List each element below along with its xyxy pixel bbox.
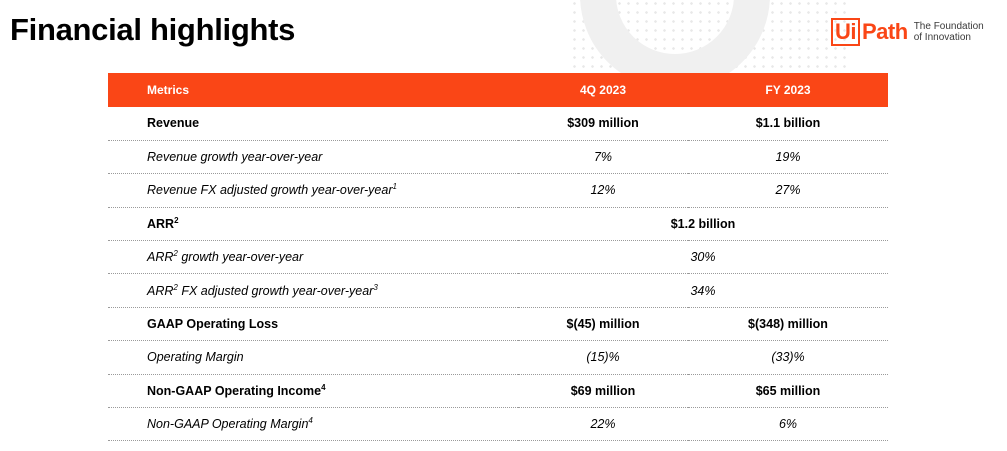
value-fy: $(348) million	[748, 317, 828, 332]
metric-label-text: Revenue	[147, 116, 200, 131]
metric-label-text: FX adjusted growth year-over-year	[177, 283, 374, 298]
metric-label: ARR2 growth year-over-year	[108, 241, 518, 274]
logo-box: Ui	[831, 18, 860, 46]
footnote-marker: 2	[173, 282, 178, 292]
footnote-marker: 2	[174, 215, 179, 225]
value-4q: (15)%	[586, 350, 620, 365]
column-header-4q-2023: 4Q 2023	[579, 83, 627, 97]
metric-label-text: Revenue FX adjusted growth year-over-yea…	[147, 183, 393, 198]
value-fy: 6%	[778, 417, 798, 432]
footnote-marker: 3	[373, 282, 378, 292]
logo-word: Path	[862, 19, 908, 44]
value-4q: 22%	[590, 417, 616, 432]
value-4q: $309 million	[567, 116, 639, 131]
table-header-row: Metrics 4Q 2023 FY 2023	[108, 73, 888, 107]
table-header: Metrics 4Q 2023 FY 2023	[108, 73, 888, 107]
metric-label-prefix: ARR	[147, 283, 174, 298]
value-fy: 27%	[775, 183, 801, 198]
uipath-logo: Ui Path The Foundation of Innovation	[831, 18, 994, 46]
value-fy: $65 million	[755, 383, 821, 398]
metric-label: Revenue growth year-over-year	[108, 140, 518, 173]
footnote-marker: 1	[392, 182, 397, 192]
table-row-gaap-operating-loss: GAAP Operating Loss $(45) million $(348)…	[108, 307, 888, 341]
column-header-fy-2023: FY 2023	[765, 83, 811, 97]
table-body: Revenue $309 million $1.1 billion Revenu…	[108, 107, 888, 441]
value-fy: $1.1 billion	[755, 116, 821, 131]
value-4q: 12%	[590, 183, 616, 198]
metric-label: Revenue	[108, 107, 518, 140]
column-header-metrics: Metrics	[147, 83, 190, 97]
background-decoration	[560, 0, 860, 100]
metric-label-text: Non-GAAP Operating Margin	[147, 417, 309, 432]
value-4q: $(45) million	[566, 317, 640, 332]
metric-label-text: Revenue growth year-over-year	[147, 150, 323, 165]
table-row-non-gaap-operating-income: Non-GAAP Operating Income4 $69 million $…	[108, 374, 888, 408]
financial-table-container: Metrics 4Q 2023 FY 2023 Revenue $309 mil…	[108, 73, 888, 441]
metric-label: Operating Margin	[108, 341, 518, 374]
metric-label-text: ARR	[147, 216, 175, 231]
table-row-revenue-growth: Revenue growth year-over-year 7% 19%	[108, 140, 888, 174]
value-combined: 34%	[690, 283, 716, 298]
table-row-arr-fx-growth: ARR2 FX adjusted growth year-over-year3 …	[108, 274, 888, 308]
table-row-revenue: Revenue $309 million $1.1 billion	[108, 107, 888, 141]
footnote-marker: 4	[308, 416, 313, 426]
financial-highlights-table: Metrics 4Q 2023 FY 2023 Revenue $309 mil…	[108, 73, 888, 441]
logo-tagline: The Foundation of Innovation	[913, 21, 984, 43]
footnote-marker: 2	[173, 249, 178, 259]
table-row-non-gaap-operating-margin: Non-GAAP Operating Margin4 22% 6%	[108, 408, 888, 441]
metric-label-text: Operating Margin	[147, 350, 244, 365]
logo-wordmark: Ui Path	[831, 18, 908, 46]
metric-label-text: growth year-over-year	[177, 250, 304, 265]
metric-label-text: Non-GAAP Operating Income	[147, 383, 322, 398]
page-title: Financial highlights	[10, 12, 296, 47]
value-4q: $69 million	[570, 383, 636, 398]
metric-label: ARR2 FX adjusted growth year-over-year3	[108, 274, 518, 307]
value-fy: (33)%	[771, 350, 805, 365]
value-fy: 19%	[775, 150, 801, 165]
footnote-marker: 4	[321, 382, 326, 392]
metric-label: GAAP Operating Loss	[108, 307, 518, 340]
value-4q: 7%	[593, 150, 613, 165]
metric-label: Revenue FX adjusted growth year-over-yea…	[108, 174, 518, 207]
table-row-arr: ARR2 $1.2 billion	[108, 207, 888, 241]
metric-label: Non-GAAP Operating Margin4	[108, 408, 518, 441]
metric-label-text: GAAP Operating Loss	[147, 317, 279, 332]
value-combined: 30%	[690, 250, 716, 265]
metric-label: Non-GAAP Operating Income4	[108, 374, 518, 407]
value-combined: $1.2 billion	[670, 216, 736, 231]
metric-label: ARR2	[108, 207, 518, 240]
metric-label-prefix: ARR	[147, 250, 174, 265]
table-row-arr-growth: ARR2 growth year-over-year 30%	[108, 241, 888, 274]
table-row-operating-margin: Operating Margin (15)% (33)%	[108, 341, 888, 375]
table-row-revenue-fx-growth: Revenue FX adjusted growth year-over-yea…	[108, 174, 888, 208]
